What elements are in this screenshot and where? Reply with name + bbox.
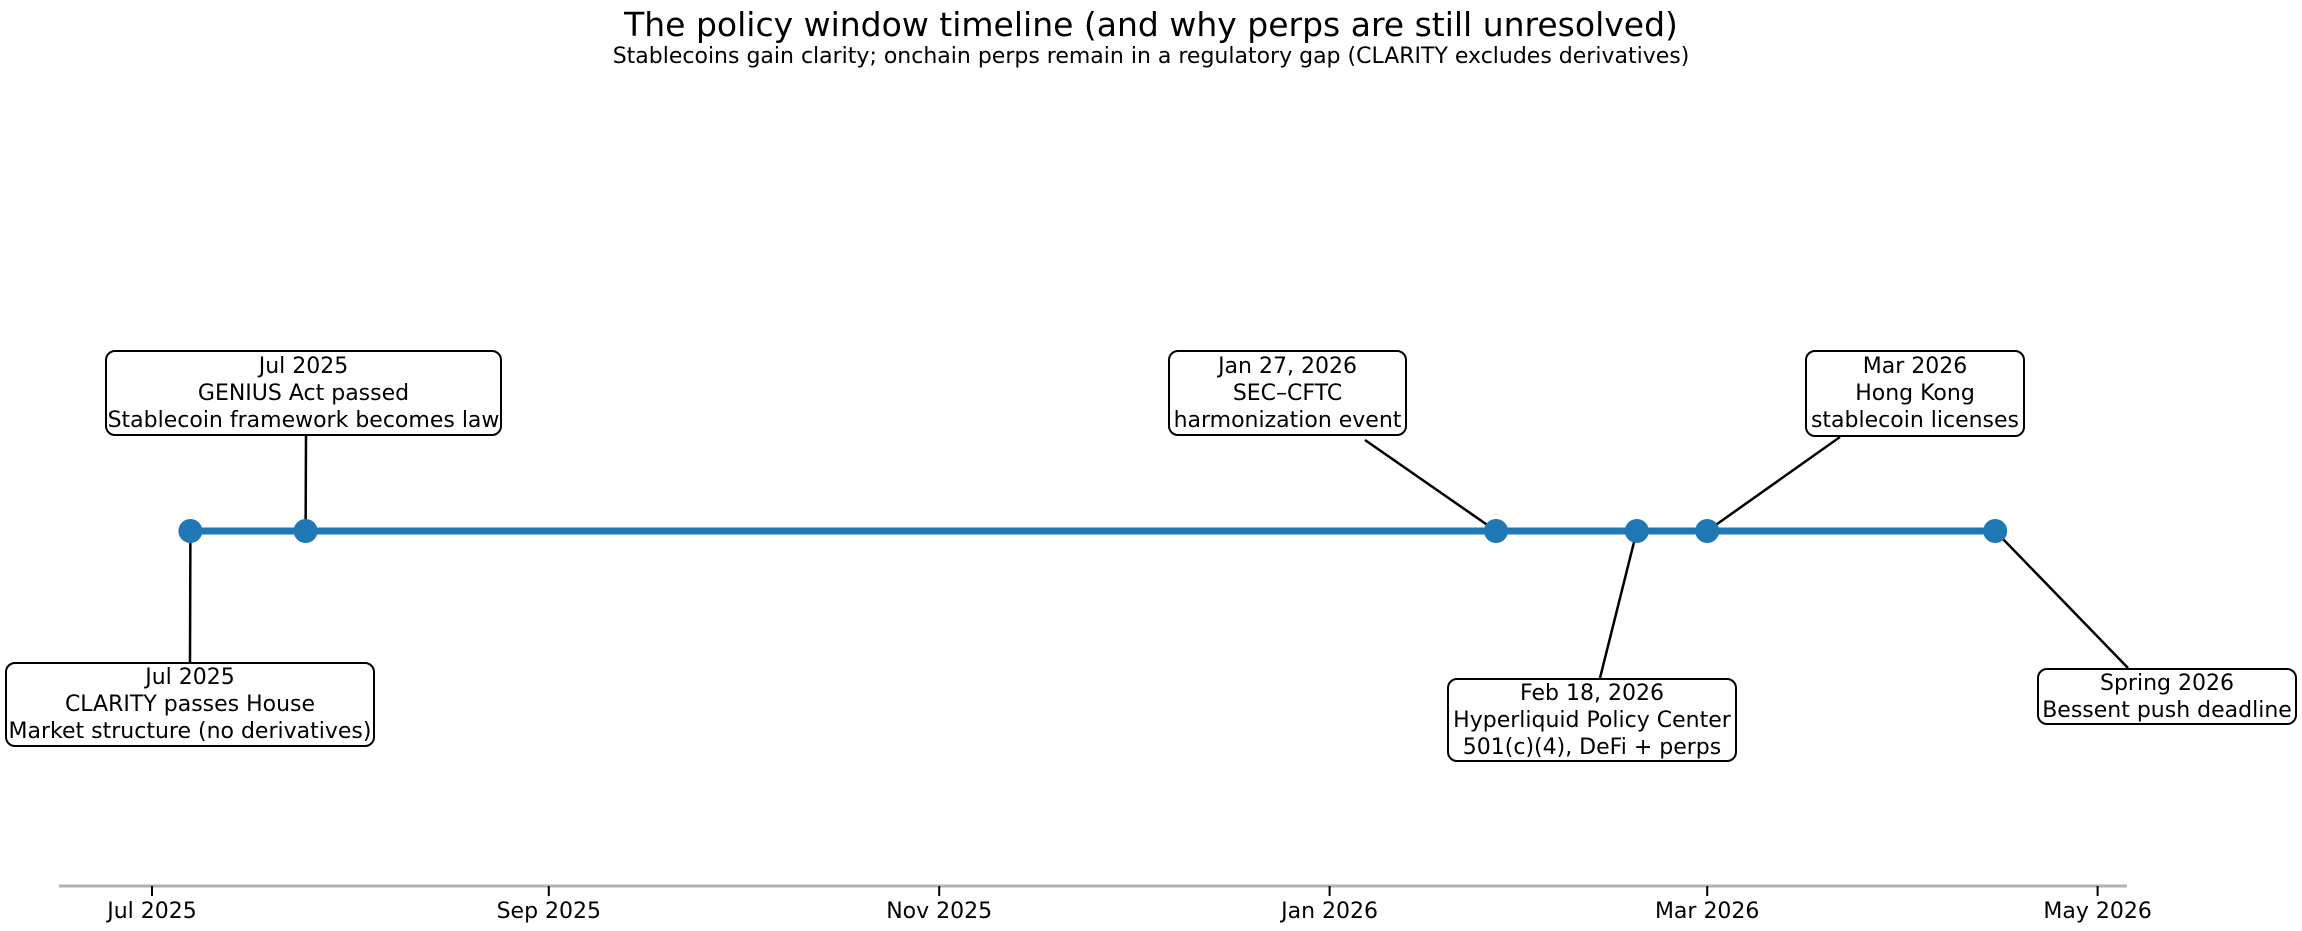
chart-title: The policy window timeline (and why perp…	[624, 5, 1678, 44]
timeline-marker	[1695, 519, 1720, 543]
x-axis-tick-label: Mar 2026	[1654, 899, 1760, 924]
event-annotation-box: Jul 2025 GENIUS Act passed Stablecoin fram…	[105, 350, 502, 436]
event-annotation-box: Jul 2025 CLARITY passes House Market struc…	[5, 662, 375, 747]
annotation-line: Spring 2026	[2100, 670, 2234, 696]
x-axis-tick-label: Nov 2025	[886, 899, 993, 924]
annotation-line: harmonization event	[1173, 407, 1402, 433]
timeline-marker	[1484, 519, 1508, 543]
timeline-marker	[178, 519, 203, 543]
annotation-line: Hong Kong	[1855, 381, 1975, 406]
leader-line	[1706, 435, 1841, 533]
annotation-line: Market structure (no derivatives)	[8, 719, 372, 744]
event-annotation-box: Mar 2026 Hong Kong stablecoin licenses	[1805, 350, 2025, 437]
annotation-line: Jan 27, 2026	[1218, 353, 1357, 379]
leader-line	[1364, 438, 1497, 533]
annotation-line: GENIUS Act passed	[197, 380, 410, 406]
annotation-line: Hyperliquid Policy Center	[1453, 707, 1731, 733]
annotation-line: Mar 2026	[1862, 354, 1968, 379]
annotation-line: Bessent push deadline	[2042, 697, 2292, 723]
timeline-marker	[1624, 519, 1649, 543]
annotation-line: SEC–CFTC	[1232, 380, 1343, 406]
event-annotation-box: Spring 2026 Bessent push deadline	[2037, 668, 2297, 725]
event-annotation-box: Jan 27, 2026 SEC–CFTC harmonization event	[1168, 350, 1407, 436]
x-axis-tick-label: Jan 2026	[1281, 899, 1379, 924]
annotation-line: Stablecoin framework becomes law	[107, 407, 500, 433]
annotation-line: 501(c)(4), DeFi + perps	[1462, 734, 1722, 760]
annotation-line: Jul 2025	[258, 353, 349, 379]
annotation-line: Feb 18, 2026	[1520, 680, 1664, 706]
x-axis-tick-label: Sep 2025	[496, 899, 602, 924]
annotation-line: stablecoin licenses	[1810, 408, 2020, 433]
timeline-marker	[293, 519, 318, 543]
timeline-marker	[1983, 519, 2008, 543]
x-axis-tick-label: Jul 2025	[107, 899, 197, 924]
event-annotation-box: Feb 18, 2026 Hyperliquid Policy Center 501…	[1447, 678, 1737, 762]
x-axis-tick-label: May 2026	[2043, 899, 2152, 924]
leader-line	[1994, 530, 2129, 669]
annotation-line: CLARITY passes House	[64, 692, 316, 717]
chart-subtitle: Stablecoins gain clarity; onchain perps …	[612, 44, 1690, 69]
leader-line	[1598, 530, 1639, 679]
annotation-line: Jul 2025	[145, 665, 235, 690]
